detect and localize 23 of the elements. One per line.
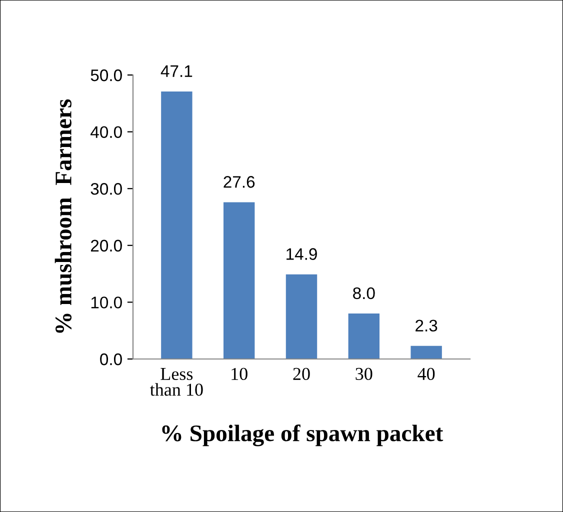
data-label: 2.3	[416, 320, 438, 332]
y-tick-label: 40.0	[90, 126, 122, 138]
x-tick-label: Less than 10	[150, 368, 203, 396]
bar	[348, 314, 380, 359]
data-label: 14.9	[286, 248, 317, 260]
y-tick-label: 20.0	[90, 240, 122, 252]
y-tick-label: 30.0	[90, 183, 122, 195]
x-tick-label: 40	[418, 368, 435, 380]
y-tick-label: 50.0	[90, 69, 122, 82]
bar	[286, 274, 318, 359]
x-axis-title: % Spoilage of spawn packet	[162, 424, 444, 446]
bar	[410, 346, 442, 359]
x-tick-label: 10	[232, 368, 248, 380]
x-tick-label: 30	[356, 368, 372, 380]
data-label: 27.6	[224, 176, 255, 188]
x-tick-label: 20	[293, 368, 310, 380]
bar	[161, 91, 192, 359]
y-tick-label: 0.0	[100, 353, 122, 366]
y-tick-label: 10.0	[91, 296, 122, 308]
data-label: 8.0	[353, 287, 375, 300]
y-axis-title: % mushroom Farmers	[54, 99, 72, 333]
bar	[223, 202, 255, 359]
data-label: 47.1	[160, 65, 192, 77]
